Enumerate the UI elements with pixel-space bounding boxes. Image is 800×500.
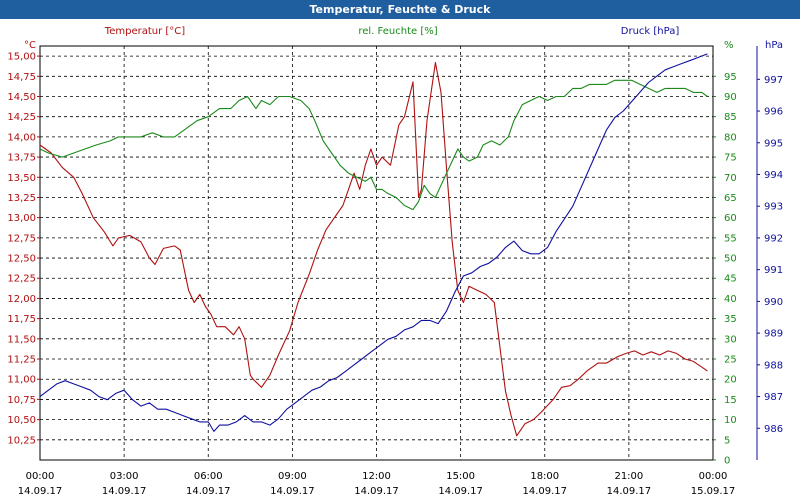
x-tick-date: 14.09.17 (522, 486, 567, 497)
temperature-tick-label: 15,00 (7, 52, 36, 63)
temperature-tick-label: 10,75 (7, 395, 36, 406)
window-title: Temperatur, Feuchte & Druck (0, 0, 800, 19)
pressure-tick-label: 990 (764, 297, 783, 308)
x-tick-time: 15:00 (446, 471, 475, 482)
x-tick-time: 00:00 (26, 471, 55, 482)
temperature-tick-label: 13,75 (7, 153, 36, 164)
pressure-tick-label: 991 (764, 265, 783, 276)
humidity-tick-label: 75 (724, 153, 737, 164)
temperature-tick-label: 14,50 (7, 92, 36, 103)
humidity-tick-label: 70 (724, 173, 737, 184)
temperature-tick-label: 14,25 (7, 112, 36, 123)
humidity-tick-label: 80 (724, 132, 737, 143)
temperature-unit: °C (24, 40, 36, 51)
humidity-line (39, 79, 708, 211)
x-tick-date: 14.09.17 (102, 486, 147, 497)
humidity-tick-label: 20 (724, 375, 737, 386)
temperature-tick-label: 14,75 (7, 72, 36, 83)
humidity-tick-label: 55 (724, 233, 737, 244)
pressure-axis-label: Druck [hPa] (621, 26, 680, 37)
x-tick-time: 06:00 (194, 471, 223, 482)
temperature-tick-label: 10,25 (7, 435, 36, 446)
x-tick-time: 21:00 (614, 471, 643, 482)
humidity-tick-label: 25 (724, 355, 737, 366)
x-tick-date: 15.09.17 (691, 486, 736, 497)
humidity-tick-label: 30 (724, 334, 737, 345)
pressure-tick-label: 988 (764, 360, 783, 371)
temperature-axis-label: Temperatur [°C] (104, 26, 185, 37)
pressure-tick-label: 989 (764, 329, 783, 340)
temperature-tick-label: 12,00 (7, 294, 36, 305)
pressure-tick-label: 993 (764, 202, 783, 213)
x-tick-date: 14.09.17 (354, 486, 399, 497)
pressure-tick-label: 994 (764, 170, 783, 181)
temperature-tick-label: 12,75 (7, 233, 36, 244)
humidity-tick-label: 60 (724, 213, 737, 224)
temperature-tick-label: 11,50 (7, 334, 36, 345)
x-tick-time: 03:00 (110, 471, 139, 482)
series-lines (39, 53, 708, 437)
x-tick-date: 14.09.17 (438, 486, 483, 497)
humidity-tick-label: 0 (724, 456, 730, 467)
temperature-tick-label: 11,25 (7, 355, 36, 366)
pressure-line (39, 53, 708, 432)
x-tick-time: 18:00 (530, 471, 559, 482)
temperature-tick-label: 13,50 (7, 173, 36, 184)
temperature-line (39, 62, 708, 437)
axis-ticks: 00:00 14.09.17 03:00 14.09.17 06:00 14.09.17 0… (7, 46, 783, 497)
pressure-tick-label: 997 (764, 75, 783, 86)
x-tick-time: 09:00 (278, 471, 307, 482)
pressure-tick-label: 995 (764, 138, 783, 149)
x-tick-time: 12:00 (362, 471, 391, 482)
temperature-tick-label: 14,00 (7, 132, 36, 143)
temperature-tick-label: 13,00 (7, 213, 36, 224)
x-tick-date: 14.09.17 (18, 486, 63, 497)
x-tick-date: 14.09.17 (270, 486, 315, 497)
humidity-tick-label: 85 (724, 112, 737, 123)
x-tick-date: 14.09.17 (186, 486, 231, 497)
chart-area: 00:00 14.09.17 03:00 14.09.17 06:00 14.09.17 0… (7, 26, 783, 497)
pressure-tick-label: 986 (764, 424, 783, 435)
x-tick-date: 14.09.17 (607, 486, 652, 497)
humidity-tick-label: 45 (724, 274, 737, 285)
pressure-tick-label: 996 (764, 107, 783, 118)
humidity-tick-label: 50 (724, 254, 737, 265)
humidity-axis-label: rel. Feuchte [%] (358, 26, 437, 37)
temperature-tick-label: 11,00 (7, 375, 36, 386)
x-tick-time: 00:00 (699, 471, 728, 482)
temperature-tick-label: 13,25 (7, 193, 36, 204)
humidity-tick-label: 35 (724, 314, 737, 325)
temperature-tick-label: 11,75 (7, 314, 36, 325)
humidity-tick-label: 10 (724, 415, 737, 426)
humidity-tick-label: 15 (724, 395, 737, 406)
temperature-tick-label: 10,50 (7, 415, 36, 426)
pressure-unit: hPa (765, 40, 783, 51)
temperature-tick-label: 12,25 (7, 274, 36, 285)
humidity-unit: % (724, 40, 734, 51)
pressure-tick-label: 992 (764, 233, 783, 244)
humidity-tick-label: 95 (724, 72, 737, 83)
humidity-tick-label: 40 (724, 294, 737, 305)
humidity-tick-label: 90 (724, 92, 737, 103)
temperature-tick-label: 12,50 (7, 254, 36, 265)
humidity-tick-label: 65 (724, 193, 737, 204)
pressure-tick-label: 987 (764, 392, 783, 403)
humidity-tick-label: 5 (724, 435, 730, 446)
